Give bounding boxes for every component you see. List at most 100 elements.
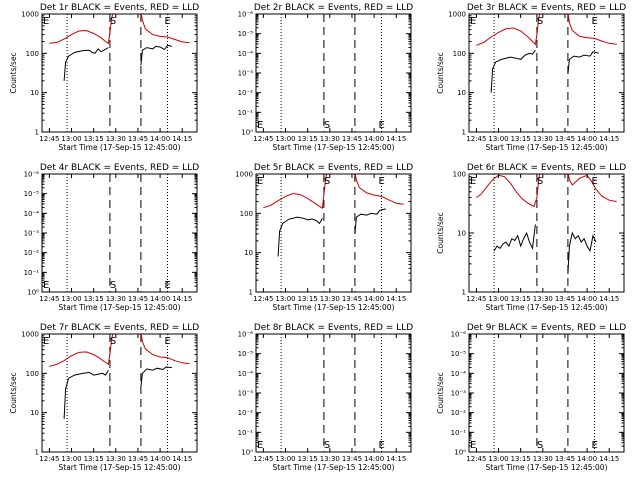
plot-frame	[41, 173, 198, 293]
y-tick-label: 10⁻¹	[24, 269, 40, 277]
y-tick-label: 1	[462, 289, 466, 297]
marker-e: E	[378, 176, 384, 187]
y-tick-label: 10⁻²	[24, 249, 40, 257]
y-tick-label: 10⁻¹	[238, 109, 254, 117]
y-tick-label: 10⁻⁵	[24, 190, 40, 198]
x-tick-label: 13:45	[128, 455, 148, 463]
y-tick-label: 1	[35, 129, 39, 137]
x-tick-label: 13:30	[533, 455, 553, 463]
events-series-line	[567, 231, 597, 275]
plot-frame	[468, 13, 625, 133]
y-tick-label: 10⁻⁴	[238, 370, 254, 378]
x-tick-label: 12:45	[253, 295, 273, 303]
marker-e: E	[43, 16, 49, 27]
panel-title: Det 8r BLACK = Events, RED = LLD	[254, 323, 413, 333]
y-tick-label: 10⁻⁵	[238, 30, 254, 38]
x-tick-label: 13:15	[511, 295, 531, 303]
x-tick-label: 13:15	[84, 455, 104, 463]
y-tick-label: 1000	[21, 11, 39, 19]
lld-series-line	[354, 174, 404, 205]
x-tick-label: 13:00	[488, 135, 508, 143]
x-axis-label: Start Time (17-Sep-15 12:45:00)	[59, 303, 181, 312]
events-series-line	[277, 216, 323, 257]
panel-title: Det 1r BLACK = Events, RED = LLD	[40, 3, 199, 13]
x-tick-label: 13:00	[61, 455, 81, 463]
events-series-line	[63, 47, 109, 81]
y-tick-label: 10⁻¹	[238, 429, 254, 437]
y-tick-label: 10⁻⁵	[451, 350, 467, 358]
marker-s: S	[537, 440, 543, 451]
x-tick-label: 13:45	[342, 135, 362, 143]
y-tick-label: 100	[240, 210, 253, 218]
panel-title: Det 2r BLACK = Events, RED = LLD	[254, 3, 413, 13]
events-series-line	[490, 49, 536, 93]
marker-e: E	[43, 336, 49, 347]
y-tick-label: 1000	[21, 331, 39, 339]
x-tick-label: 14:00	[150, 295, 170, 303]
y-tick-label: 1	[249, 289, 253, 297]
plot-frame	[255, 333, 412, 453]
x-tick-label: 14:15	[599, 295, 619, 303]
x-tick-label: 13:15	[511, 455, 531, 463]
y-tick-label: 10⁻⁴	[238, 50, 254, 58]
x-tick-label: 13:00	[61, 135, 81, 143]
plot-frame	[255, 173, 412, 293]
x-tick-label: 12:45	[253, 455, 273, 463]
plot-frame	[468, 173, 625, 293]
panel-title: Det 4r BLACK = Events, RED = LLD	[40, 163, 199, 173]
events-series-line	[140, 44, 173, 66]
x-axis-label: Start Time (17-Sep-15 12:45:00)	[486, 303, 608, 312]
x-tick-label: 13:30	[106, 455, 126, 463]
x-tick-label: 14:00	[364, 455, 384, 463]
lld-series-line	[140, 334, 190, 365]
x-axis-label: Start Time (17-Sep-15 12:45:00)	[273, 303, 395, 312]
x-tick-label: 14:15	[599, 455, 619, 463]
x-axis-label: Start Time (17-Sep-15 12:45:00)	[273, 143, 395, 152]
events-series-line	[63, 369, 109, 419]
x-axis-label: Start Time (17-Sep-15 12:45:00)	[486, 143, 608, 152]
marker-e: E	[378, 440, 384, 451]
x-tick-label: 13:00	[275, 135, 295, 143]
panel-title: Det 6r BLACK = Events, RED = LLD	[467, 163, 626, 173]
marker-e: E	[164, 336, 170, 347]
lld-series-line	[476, 174, 541, 208]
x-tick-label: 14:00	[150, 455, 170, 463]
lld-series-line	[140, 14, 190, 44]
y-tick-label: 1000	[235, 171, 253, 179]
x-tick-label: 13:45	[555, 455, 575, 463]
y-tick-label: 10⁻⁶	[238, 11, 254, 19]
marker-s: S	[110, 280, 116, 291]
plot-frame	[41, 333, 198, 453]
x-tick-label: 13:00	[61, 295, 81, 303]
y-tick-label: 10⁰	[241, 129, 253, 137]
y-tick-label: 10	[457, 89, 466, 97]
x-tick-label: 14:15	[172, 295, 192, 303]
y-tick-label: 10	[244, 249, 253, 257]
marker-e: E	[591, 176, 597, 187]
x-tick-label: 13:30	[106, 135, 126, 143]
x-tick-label: 13:45	[555, 135, 575, 143]
x-tick-label: 14:00	[150, 135, 170, 143]
y-tick-label: 10⁻³	[238, 70, 254, 78]
marker-s: S	[537, 176, 543, 187]
y-tick-label: 10⁻²	[238, 409, 254, 417]
x-tick-label: 14:00	[577, 455, 597, 463]
x-tick-label: 13:15	[298, 135, 318, 143]
x-tick-label: 13:15	[84, 135, 104, 143]
marker-e: E	[257, 120, 263, 131]
x-tick-label: 14:15	[386, 295, 406, 303]
x-tick-label: 14:15	[599, 135, 619, 143]
marker-s: S	[110, 16, 116, 27]
y-axis-label: Counts/sec	[9, 52, 18, 93]
y-axis-label: Counts/sec	[436, 372, 445, 413]
x-tick-label: 13:45	[342, 455, 362, 463]
panel-det-8: Det 8r BLACK = Events, RED = LLD 12:45 13:…	[238, 323, 414, 472]
marker-e: E	[257, 440, 263, 451]
y-tick-label: 100	[453, 50, 466, 58]
lld-series-line	[476, 14, 541, 46]
